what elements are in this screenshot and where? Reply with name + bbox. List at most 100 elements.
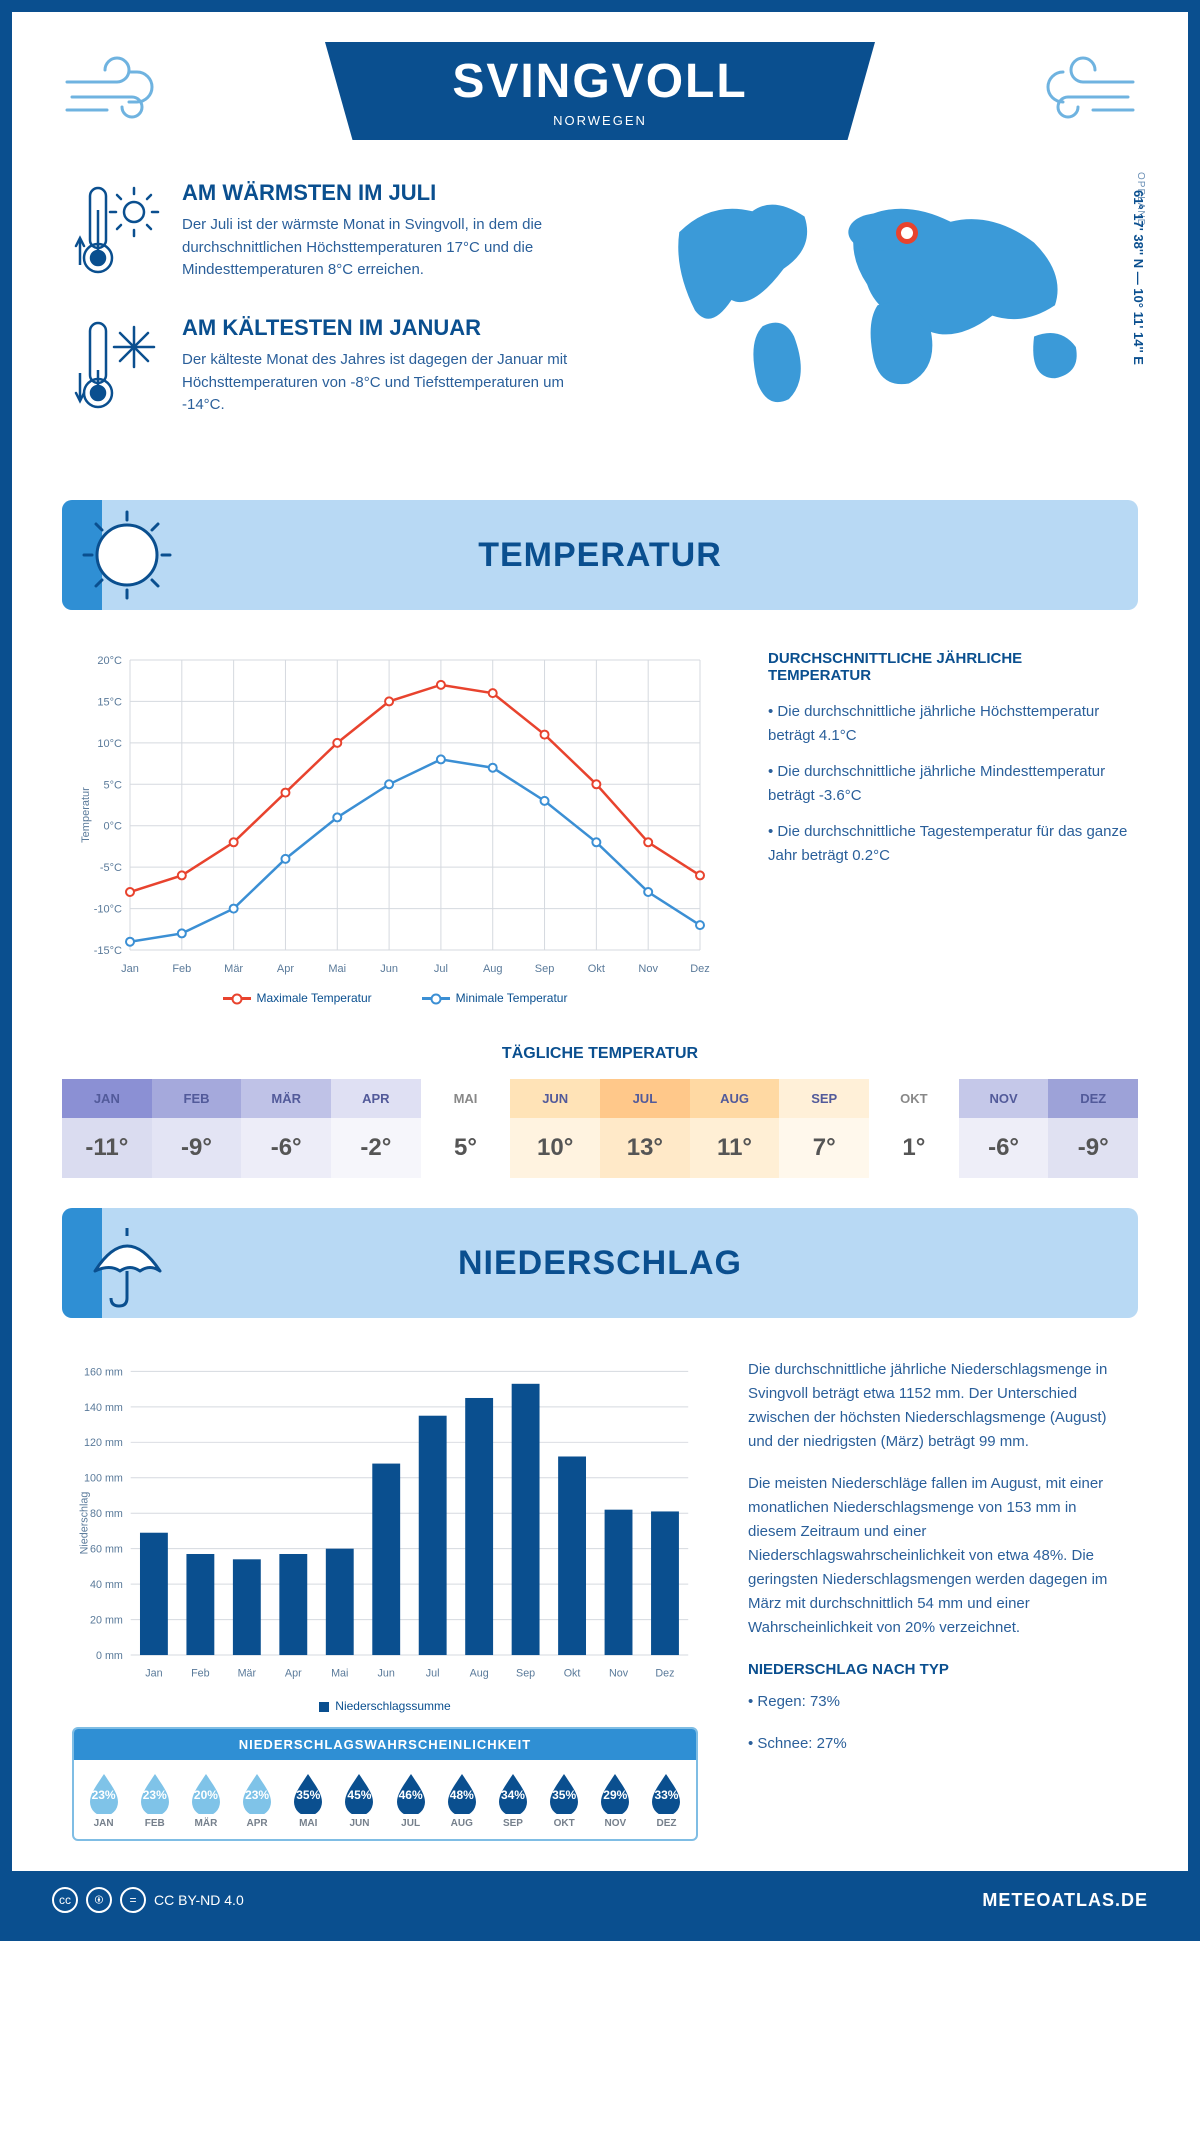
prob-col: 48%AUG	[436, 1772, 487, 1829]
svg-text:20 mm: 20 mm	[90, 1615, 123, 1627]
svg-text:140 mm: 140 mm	[84, 1402, 123, 1414]
prob-col: 23%JAN	[78, 1772, 129, 1829]
daily-col: DEZ-9°	[1048, 1079, 1138, 1178]
temperature-summary: DURCHSCHNITTLICHE JÄHRLICHE TEMPERATUR •…	[768, 650, 1128, 1005]
daily-col: JUL13°	[600, 1079, 690, 1178]
prob-col: 29%NOV	[590, 1772, 641, 1829]
warmest-title: AM WÄRMSTEN IM JULI	[182, 180, 608, 206]
daily-col: JUN10°	[510, 1079, 600, 1178]
site-name: METEOATLAS.DE	[982, 1890, 1148, 1911]
city-title: SVINGVOLL	[395, 54, 805, 109]
warmest-text: Der Juli ist der wärmste Monat in Svingv…	[182, 214, 608, 282]
title-ribbon: SVINGVOLL NORWEGEN	[325, 42, 875, 140]
header: SVINGVOLL NORWEGEN	[12, 12, 1188, 160]
svg-text:40 mm: 40 mm	[90, 1579, 123, 1591]
temp-legend: Maximale Temperatur Minimale Temperatur	[72, 991, 718, 1005]
temp-summary-title: DURCHSCHNITTLICHE JÄHRLICHE TEMPERATUR	[768, 650, 1128, 684]
daily-col: MAI5°	[421, 1079, 511, 1178]
precip-banner: NIEDERSCHLAG	[62, 1208, 1138, 1318]
warmest-block: AM WÄRMSTEN IM JULI Der Juli ist der wär…	[72, 180, 608, 285]
svg-text:Jun: Jun	[380, 963, 398, 975]
svg-text:-15°C: -15°C	[94, 945, 122, 957]
page-container: SVINGVOLL NORWEGEN	[0, 0, 1200, 1941]
svg-text:Mai: Mai	[331, 1668, 348, 1680]
svg-text:15°C: 15°C	[97, 696, 122, 708]
daily-col: APR-2°	[331, 1079, 421, 1178]
umbrella-icon	[80, 1216, 175, 1316]
coldest-title: AM KÄLTESTEN IM JANUAR	[182, 315, 608, 341]
daily-col: MÄR-6°	[241, 1079, 331, 1178]
world-map: OPPLAND 61° 17' 38'' N — 10° 11' 14'' E	[648, 180, 1128, 450]
svg-text:Temperatur: Temperatur	[80, 787, 92, 843]
daily-col: FEB-9°	[152, 1079, 242, 1178]
svg-text:80 mm: 80 mm	[90, 1508, 123, 1520]
climate-highlights: AM WÄRMSTEN IM JULI Der Juli ist der wär…	[72, 180, 608, 450]
wind-icon-left	[62, 52, 182, 132]
prob-col: 23%APR	[232, 1772, 283, 1829]
wind-icon-right	[1018, 52, 1138, 132]
svg-text:Mär: Mär	[238, 1668, 257, 1680]
svg-text:Aug: Aug	[483, 963, 503, 975]
svg-text:Jul: Jul	[434, 963, 448, 975]
svg-text:0°C: 0°C	[104, 821, 123, 833]
svg-text:-5°C: -5°C	[100, 862, 122, 874]
prob-col: 20%MÄR	[180, 1772, 231, 1829]
info-row: AM WÄRMSTEN IM JULI Der Juli ist der wär…	[12, 160, 1188, 480]
daily-col: SEP7°	[779, 1079, 869, 1178]
svg-text:Mai: Mai	[328, 963, 346, 975]
svg-text:Okt: Okt	[588, 963, 605, 975]
precip-type-snow: • Schnee: 27%	[748, 1732, 1128, 1756]
license: cc 🅯 = CC BY-ND 4.0	[52, 1887, 244, 1913]
svg-text:0 mm: 0 mm	[96, 1650, 123, 1662]
svg-text:5°C: 5°C	[104, 779, 123, 791]
svg-text:120 mm: 120 mm	[84, 1437, 123, 1449]
svg-text:60 mm: 60 mm	[90, 1544, 123, 1556]
prob-col: 33%DEZ	[641, 1772, 692, 1829]
precip-bar-chart: 0 mm 20 mm 40 mm 60 mm 80 mm 100 mm 120 mm 140 …	[72, 1358, 698, 1688]
thermometer-cold-icon	[72, 315, 162, 420]
coldest-block: AM KÄLTESTEN IM JANUAR Der kälteste Mona…	[72, 315, 608, 420]
world-map-svg	[648, 180, 1128, 420]
country-subtitle: NORWEGEN	[395, 113, 805, 128]
svg-text:Jun: Jun	[378, 1668, 395, 1680]
precip-p2: Die meisten Niederschläge fallen im Augu…	[748, 1472, 1128, 1640]
svg-text:10°C: 10°C	[97, 738, 122, 750]
svg-text:100 mm: 100 mm	[84, 1473, 123, 1485]
svg-text:-10°C: -10°C	[94, 904, 122, 916]
daily-col: OKT1°	[869, 1079, 959, 1178]
daily-temp-table: JAN-11°FEB-9°MÄR-6°APR-2°MAI5°JUN10°JUL1…	[62, 1079, 1138, 1178]
svg-text:Jan: Jan	[121, 963, 139, 975]
svg-text:Feb: Feb	[191, 1668, 210, 1680]
precip-type-rain: • Regen: 73%	[748, 1690, 1128, 1714]
svg-text:Apr: Apr	[277, 963, 294, 975]
prob-col: 34%SEP	[487, 1772, 538, 1829]
location-marker	[896, 222, 918, 244]
prob-row: 23%JAN23%FEB20%MÄR23%APR35%MAI45%JUN46%J…	[74, 1760, 696, 1839]
precip-probability-box: NIEDERSCHLAGSWAHRSCHEINLICHKEIT 23%JAN23…	[72, 1727, 698, 1841]
svg-text:Sep: Sep	[516, 1668, 535, 1680]
precip-type-title: NIEDERSCHLAG NACH TYP	[748, 1658, 1128, 1682]
temp-summary-p2: • Die durchschnittliche jährliche Mindes…	[768, 760, 1128, 808]
prob-col: 35%OKT	[539, 1772, 590, 1829]
svg-text:20°C: 20°C	[97, 655, 122, 667]
svg-text:Mär: Mär	[224, 963, 243, 975]
svg-text:Jan: Jan	[145, 1668, 162, 1680]
temperature-chart-row: -15°C-10°C-5°C0°C5°C10°C15°C20°CJanFebMä…	[12, 640, 1188, 1035]
prob-col: 23%FEB	[129, 1772, 180, 1829]
daily-temp-title: TÄGLICHE TEMPERATUR	[12, 1045, 1188, 1063]
license-text: CC BY-ND 4.0	[154, 1892, 244, 1908]
svg-text:Apr: Apr	[285, 1668, 302, 1680]
by-icon: 🅯	[86, 1887, 112, 1913]
svg-text:Niederschlag: Niederschlag	[79, 1492, 91, 1555]
precip-legend: Niederschlagssumme	[72, 1699, 698, 1713]
prob-col: 46%JUL	[385, 1772, 436, 1829]
temp-summary-p1: • Die durchschnittliche jährliche Höchst…	[768, 700, 1128, 748]
prob-col: 45%JUN	[334, 1772, 385, 1829]
daily-col: NOV-6°	[959, 1079, 1049, 1178]
svg-text:Jul: Jul	[426, 1668, 440, 1680]
nd-icon: =	[120, 1887, 146, 1913]
svg-text:Sep: Sep	[535, 963, 555, 975]
sun-icon	[80, 508, 175, 608]
svg-text:Aug: Aug	[470, 1668, 489, 1680]
prob-col: 35%MAI	[283, 1772, 334, 1829]
